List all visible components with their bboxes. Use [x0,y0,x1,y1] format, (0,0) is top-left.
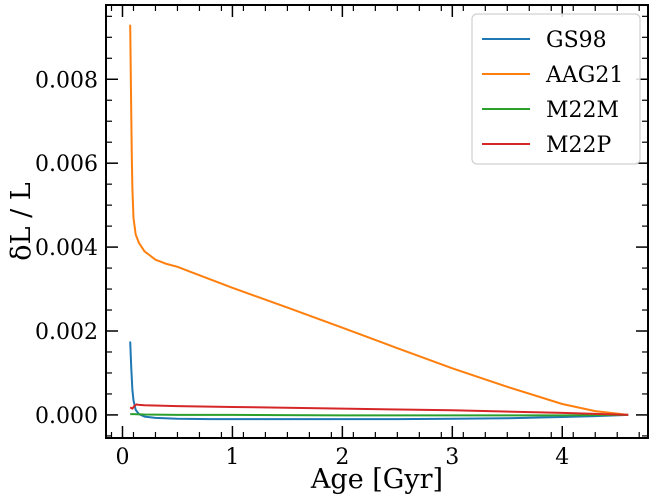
x-tick-label: 2 [335,445,349,470]
series-line-m22m [130,413,629,417]
legend-label-gs98: GS98 [546,28,607,53]
legend-label-m22p: M22P [546,133,612,158]
legend-label-aag21: AAG21 [545,63,623,88]
y-tick-label: 0.004 [35,236,98,261]
plot-frame [105,4,649,439]
x-tick-label: 0 [115,445,129,470]
x-axis-label: Age [Gyr] [310,464,443,495]
y-tick-label: 0.006 [35,152,98,177]
legend: GS98 AAG21 M22M M22P [471,13,641,165]
plot-lines [129,24,629,421]
legend-box [471,13,641,165]
x-tick-label: 3 [445,445,459,470]
series-line-aag21 [129,24,629,416]
x-tick-label: 1 [225,445,239,470]
x-axis: 0 1 2 3 4 [110,5,640,470]
y-axis: 0.000 0.002 0.004 0.006 0.008 [35,15,648,437]
y-axis-label: δL / L [6,182,37,260]
series-line-m22p [129,403,629,416]
y-tick-label: 0.008 [35,68,98,93]
y-tick-label: 0.002 [35,320,98,345]
series-line-gs98 [129,341,629,421]
legend-label-m22m: M22M [546,98,619,123]
x-tick-label: 4 [555,445,569,470]
y-tick-label: 0.000 [35,404,98,429]
